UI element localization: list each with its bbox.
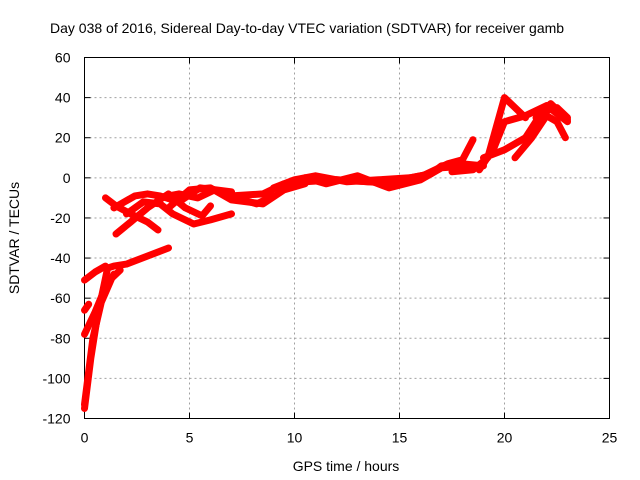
y-tick-label: -40 (50, 250, 70, 266)
y-tick-label: -80 (50, 330, 70, 346)
x-tick-label: 20 (497, 430, 513, 446)
y-tick-label: 60 (55, 50, 71, 66)
data-series (81, 94, 571, 412)
satellite-trace-d (81, 300, 93, 314)
satellite-trace-e (81, 262, 109, 284)
x-tick-label: 15 (392, 430, 408, 446)
x-tick-label: 25 (602, 430, 618, 446)
satellite-trace-u (532, 100, 571, 124)
y-tick-label: -60 (50, 290, 70, 306)
satellite-trace-i (123, 198, 235, 228)
chart-title: Day 038 of 2016, Sidereal Day-to-day VTE… (50, 20, 564, 36)
satellite-trace-t (511, 112, 569, 162)
y-axis-label: SDTVAR / TECUs (6, 182, 22, 294)
x-tick-label: 0 (81, 430, 89, 446)
satellite-trace-q (448, 94, 529, 176)
satellite-trace-k (165, 180, 309, 212)
satellite-trace-p (406, 136, 477, 186)
y-tick-label: -20 (50, 210, 70, 226)
y-tick-label: 20 (55, 130, 71, 146)
x-tick-label: 5 (186, 430, 194, 446)
grid-lines (84, 57, 610, 419)
axis-ticks: 0 5 10 15 20 25 -120 -100 -80 -60 -40 -20 0 20 40 60 (42, 50, 617, 446)
x-axis-label: GPS time / hours (293, 458, 400, 474)
satellite-trace-c (81, 270, 118, 338)
y-tick-label: 40 (55, 90, 71, 106)
y-tick-label: 0 (63, 170, 71, 186)
x-tick-label: 10 (287, 430, 303, 446)
y-tick-label: -100 (42, 370, 70, 386)
plot-area-border (84, 57, 610, 419)
y-tick-label: -120 (42, 411, 70, 427)
